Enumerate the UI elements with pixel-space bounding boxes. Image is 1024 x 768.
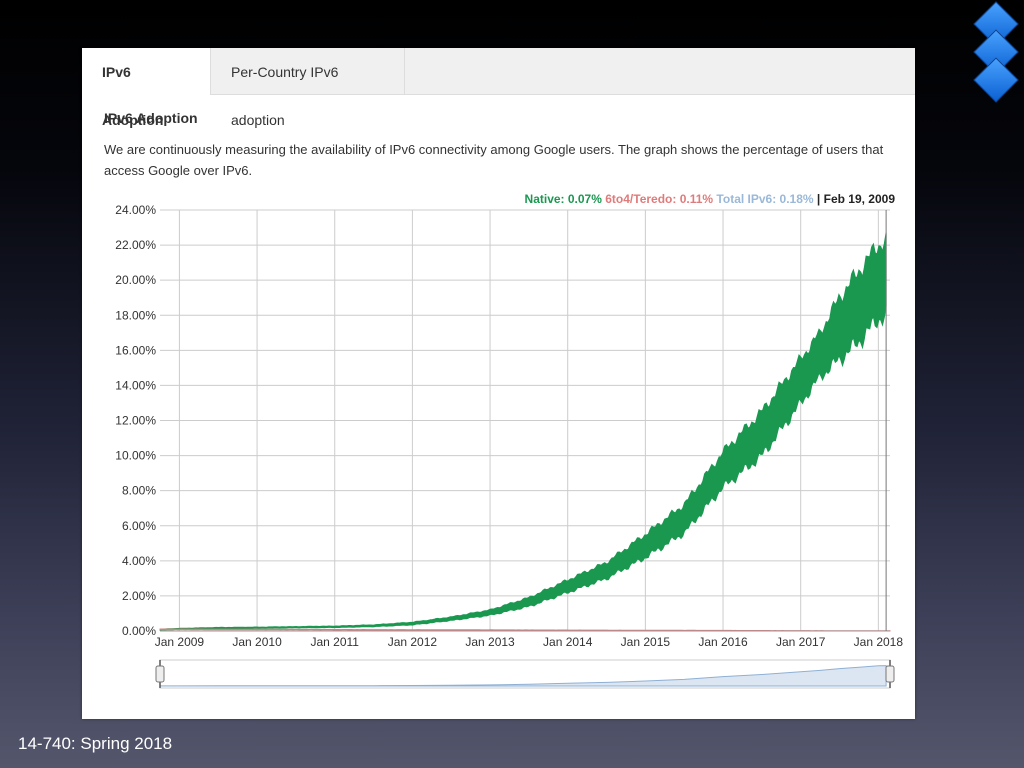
y-tick-label: 16.00% <box>115 343 156 357</box>
x-tick-label: Jan 2010 <box>232 635 282 649</box>
y-tick-label: 0.00% <box>122 624 156 638</box>
y-tick-label: 4.00% <box>122 554 156 568</box>
chart-legend: Native: 0.07% 6to4/Teredo: 0.11% Total I… <box>525 192 895 206</box>
tab-per-country[interactable]: Per-Country IPv6 adoption <box>211 48 405 128</box>
range-selector-overview <box>159 665 887 687</box>
legend-total: Total IPv6: 0.18% <box>716 192 814 206</box>
x-tick-label: Jan 2017 <box>776 635 826 649</box>
corner-decoration <box>973 1 1019 110</box>
description: We are continuously measuring the availa… <box>104 142 884 178</box>
tab-ipv6-adoption[interactable]: IPv6 Adoption <box>82 48 211 128</box>
y-tick-label: 22.00% <box>115 238 156 252</box>
legend-date: Feb 19, 2009 <box>823 192 895 206</box>
y-tick-label: 8.00% <box>122 484 156 498</box>
section-title: IPv6 Adoption <box>104 110 198 126</box>
y-tick-label: 14.00% <box>115 378 156 392</box>
tab-bar: IPv6 Adoption Per-Country IPv6 adoption <box>82 48 915 128</box>
x-tick-label: Jan 2011 <box>310 635 359 649</box>
range-handle-right[interactable] <box>885 665 895 683</box>
y-tick-label: 10.00% <box>115 449 156 463</box>
x-tick-label: Jan 2009 <box>155 635 205 649</box>
range-handle-left[interactable] <box>155 665 165 683</box>
ipv6-chart: 0.00% 2.00% 4.00% 6.00% 8.00% 10.00% 12.00% 14.… <box>115 203 904 689</box>
x-tick-label: Jan 2015 <box>621 635 671 649</box>
legend-native: Native: 0.07% <box>524 192 602 206</box>
slide-footer: 14-740: Spring 2018 <box>18 734 173 753</box>
x-tick-label: Jan 2012 <box>388 635 438 649</box>
legend-teredo: 6to4/Teredo: 0.11% <box>605 192 714 206</box>
x-tick-label: Jan 2016 <box>698 635 748 649</box>
ipv6-panel: IPv6 Adoption Per-Country IPv6 adoption … <box>82 48 915 719</box>
y-tick-label: 24.00% <box>115 203 156 217</box>
x-tick-label: Jan 2014 <box>543 635 593 649</box>
x-tick-label: Jan 2018 <box>854 635 904 649</box>
y-tick-label: 20.00% <box>115 273 156 287</box>
legend-separator: | <box>813 192 824 206</box>
x-tick-label: Jan 2013 <box>465 635 515 649</box>
diamond-icon <box>973 57 1019 103</box>
y-tick-label: 12.00% <box>115 414 156 428</box>
y-tick-label: 18.00% <box>115 308 156 322</box>
y-tick-label: 6.00% <box>122 519 156 533</box>
y-tick-label: 2.00% <box>122 589 156 603</box>
series-native-area <box>159 232 887 631</box>
